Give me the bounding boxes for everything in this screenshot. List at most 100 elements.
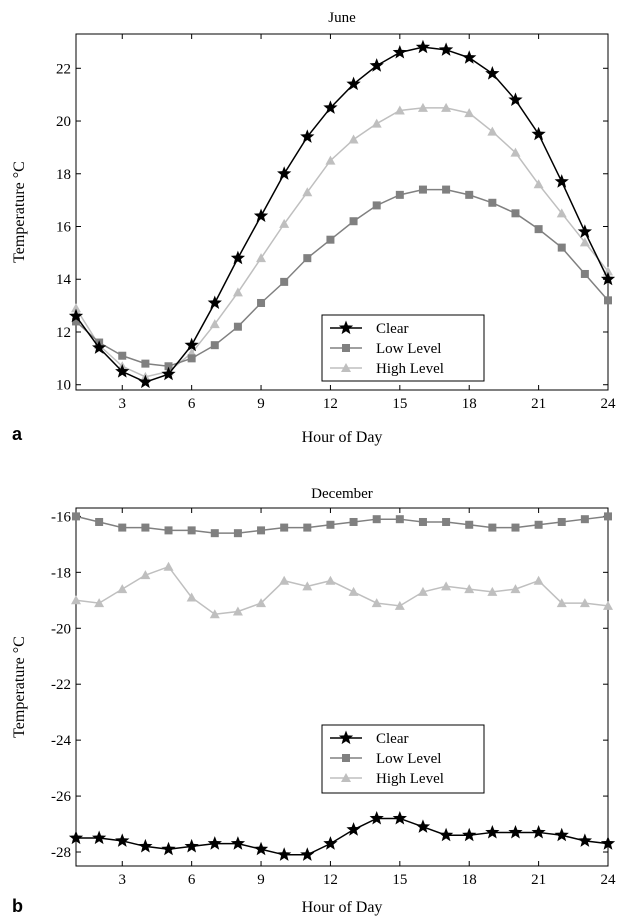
data-point [464,108,475,118]
data-point [161,366,176,381]
data-point [465,520,474,529]
legend-marker [338,730,354,745]
data-point [115,833,130,847]
legend-marker [342,754,350,762]
data-point [72,512,80,521]
series-clear [68,810,616,861]
data-point [438,827,454,842]
y-tick-label: -26 [51,789,71,805]
data-point [369,58,384,72]
data-point [533,575,544,585]
x-tick-label: 15 [392,396,407,412]
legend-item: Low Level [330,341,441,357]
panel-label: a [12,424,23,444]
x-tick-label: 6 [188,396,196,412]
data-point [346,822,361,836]
data-point [557,517,566,526]
data-point [187,354,196,363]
y-tick-label: 22 [56,61,71,77]
data-point [92,830,107,845]
data-point [604,512,612,521]
data-point [164,526,173,535]
data-point [557,243,566,252]
data-point [580,269,589,278]
data-point [256,598,267,608]
data-point [71,303,81,313]
data-point [372,201,381,210]
data-point [187,526,196,535]
y-tick-label: -28 [51,845,71,861]
data-point [253,841,269,856]
data-point [210,529,219,538]
series-low-level [72,512,612,538]
panel-june: June 3 6 9 12 15 18 21 24 10 12 14 16 18 20 22 Tempera… [11,10,616,446]
y-tick-label: -24 [51,733,71,749]
y-tick-label: -16 [51,509,71,525]
data-point [115,364,130,378]
x-tick-label: 9 [257,396,265,412]
data-point [277,847,292,861]
chart-title: June [328,10,356,26]
data-point [465,190,474,199]
data-point [92,340,107,354]
panel-december: December 3 6 9 12 15 18 21 24 -28 -26 -24 -22 -20 -18… [11,486,616,916]
y-tick-label: 14 [56,272,72,288]
data-point [186,592,197,602]
plot-frame [75,33,609,391]
data-point [68,830,84,845]
data-point [164,362,173,371]
data-point [326,235,335,244]
data-point [232,287,243,297]
data-point [508,92,523,106]
data-point [534,520,543,529]
legend: Clear Low Level High Level [321,314,485,382]
data-point [462,827,477,842]
data-point [485,824,500,839]
legend-label: Low Level [376,751,441,767]
legend-marker [342,344,350,352]
data-point [323,836,338,850]
data-point [395,515,404,524]
legend-item: Low Level [330,751,441,767]
y-tick-label: 20 [56,114,71,130]
x-axis-label: Hour of Day [302,429,383,446]
data-point [534,225,543,234]
data-point [554,174,569,188]
data-point [256,253,267,263]
data-point [141,523,150,532]
legend-label: Clear [376,321,408,337]
data-point [371,118,382,128]
data-point [600,836,616,850]
data-point [95,517,104,526]
data-point [232,606,243,616]
data-point [369,810,384,825]
data-point [326,520,335,529]
data-point [233,322,242,331]
data-point [487,126,498,136]
series-high-level [71,561,613,619]
legend-label: High Level [376,361,444,377]
data-point [600,271,616,286]
data-point [279,218,290,228]
data-point [117,584,128,594]
x-axis-label: Hour of Day [302,899,383,916]
data-point [395,190,404,199]
x-tick-label: 3 [119,396,127,412]
data-point [510,147,521,157]
data-point [531,126,546,141]
data-point [277,166,292,180]
data-point [577,224,592,238]
data-point [138,374,153,389]
data-point [372,515,381,524]
y-tick-label: -20 [51,621,71,637]
data-point [279,575,290,585]
data-point [394,600,405,610]
data-point [257,526,266,535]
data-point [184,838,199,853]
data-point [138,838,153,853]
data-point [441,581,452,591]
data-point [207,295,222,310]
data-point [511,523,520,532]
legend-item: High Level [330,361,444,377]
